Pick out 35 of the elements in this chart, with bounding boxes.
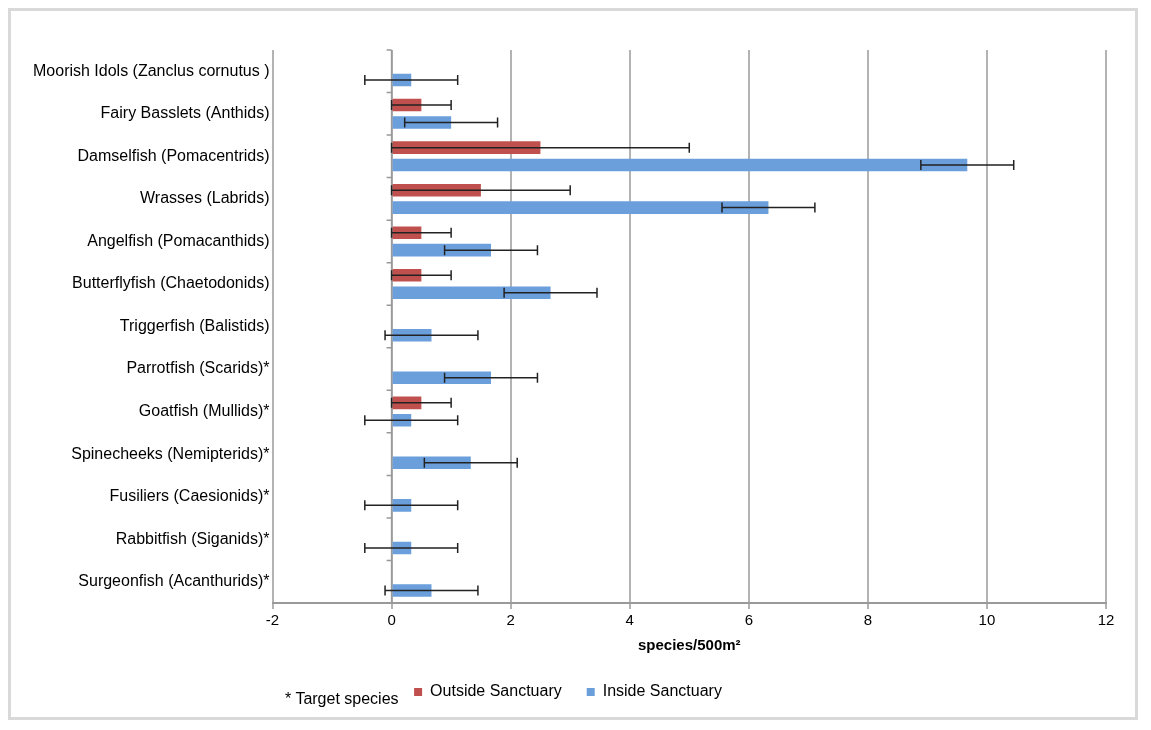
y-tick-label: Rabbitfish (Siganids)* [115, 529, 270, 547]
bar [392, 371, 492, 385]
x-tick-label: 8 [863, 611, 873, 629]
y-tick-label: Spinecheeks (Nemipterids)* [71, 444, 270, 462]
legend-label: Inside Sanctuary [602, 682, 722, 700]
x-tick-label: 2 [506, 611, 515, 629]
bar [392, 226, 422, 239]
y-tick-label: Surgeonfish (Acanthurids)* [78, 572, 270, 590]
x-tick-label: 10 [978, 611, 996, 629]
bar [392, 141, 541, 154]
bar [392, 158, 968, 172]
y-tick-label: Butterflyfish (Chaetodonids) [72, 274, 270, 292]
y-tick-label: Damselfish (Pomacentrids) [77, 146, 270, 164]
y-tick-label: Fairy Basslets (Anthids) [100, 104, 270, 122]
x-tick-label: 12 [1097, 611, 1115, 629]
bar [392, 116, 452, 129]
y-tick-label: Wrasses (Labrids) [140, 189, 270, 207]
x-axis-title: species/500m² [637, 636, 741, 654]
text: * Target species [285, 690, 399, 708]
bar [392, 499, 412, 512]
y-tick-label: Angelfish (Pomacanthids) [87, 231, 270, 249]
x-tick-label: 0 [387, 611, 396, 629]
legend-label: Outside Sanctuary [430, 682, 562, 700]
y-tick-label: Triggerfish (Balistids) [119, 316, 270, 334]
x-tick-label: 6 [744, 611, 753, 629]
y-tick-label: Goatfish (Mullids)* [138, 401, 270, 419]
y-tick-label: Parrotfish (Scarids)* [126, 359, 270, 377]
x-tick-label: 4 [625, 611, 634, 629]
y-tick-label: Moorish Idols (Zanclus cornutus ) [33, 61, 270, 79]
bar [392, 201, 769, 214]
bar [392, 286, 551, 299]
bar [392, 584, 432, 597]
y-tick-label: Fusiliers (Caesionids)* [109, 487, 270, 505]
bar [392, 414, 412, 427]
x-tick-label: -2 [265, 611, 280, 629]
